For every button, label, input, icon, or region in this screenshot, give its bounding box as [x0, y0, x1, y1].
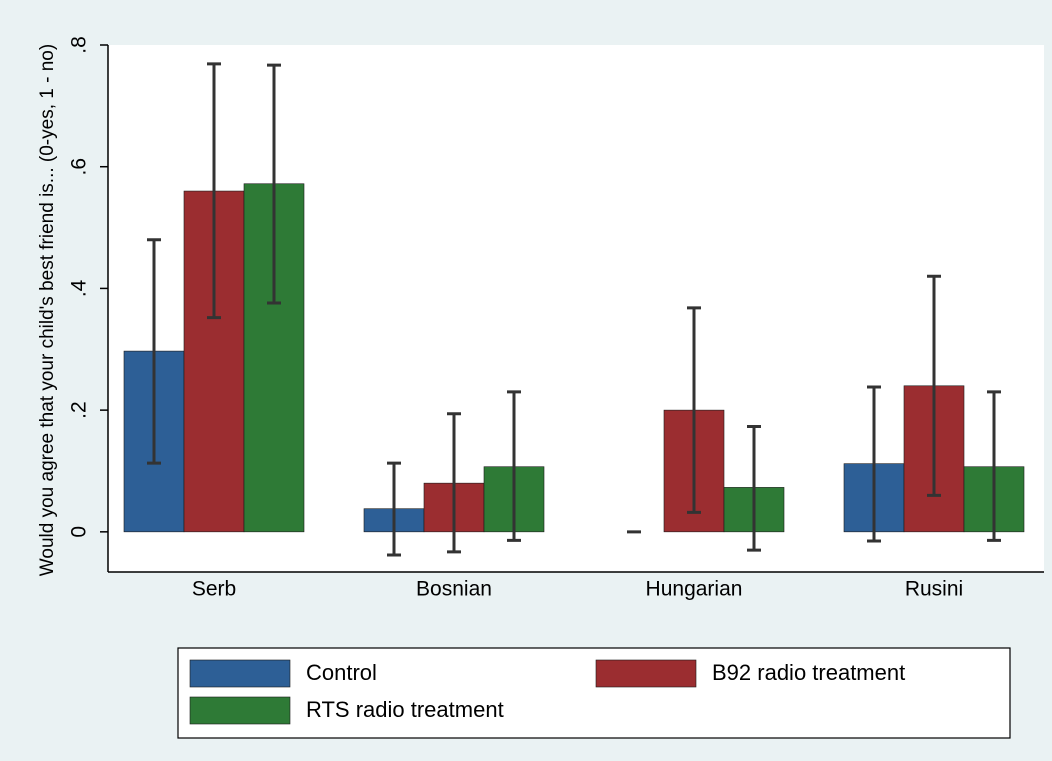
- legend-swatch: [189, 696, 291, 725]
- legend-label: Control: [306, 660, 377, 685]
- x-tick-label: Hungarian: [646, 578, 743, 601]
- x-tick-label: Rusini: [905, 578, 963, 601]
- y-tick-label: .2: [68, 401, 91, 419]
- legend: [177, 647, 1011, 739]
- error-bar: [207, 62, 221, 320]
- legend-label: B92 radio treatment: [712, 660, 905, 685]
- x-tick-label: Bosnian: [416, 578, 492, 601]
- error-bar: [867, 385, 881, 543]
- y-tick-label: .4: [68, 279, 91, 297]
- legend-swatch: [595, 659, 697, 688]
- y-tick-label: .6: [68, 158, 91, 176]
- y-tick-label: .8: [68, 36, 91, 54]
- error-bar: [747, 425, 761, 552]
- error-bar: [147, 238, 161, 465]
- error-bar: [927, 274, 941, 497]
- y-tick-label: 0: [68, 526, 91, 538]
- legend-swatch: [189, 659, 291, 688]
- error-bar: [387, 461, 401, 557]
- legend-label: RTS radio treatment: [306, 697, 504, 722]
- error-bar: [987, 390, 1001, 542]
- error-bar: [447, 412, 461, 554]
- error-bar: [687, 306, 701, 514]
- error-bar: [267, 63, 281, 305]
- x-tick-label: Serb: [192, 578, 236, 601]
- error-bar: [507, 390, 521, 542]
- y-axis-label: Would you agree that your child's best f…: [37, 44, 58, 576]
